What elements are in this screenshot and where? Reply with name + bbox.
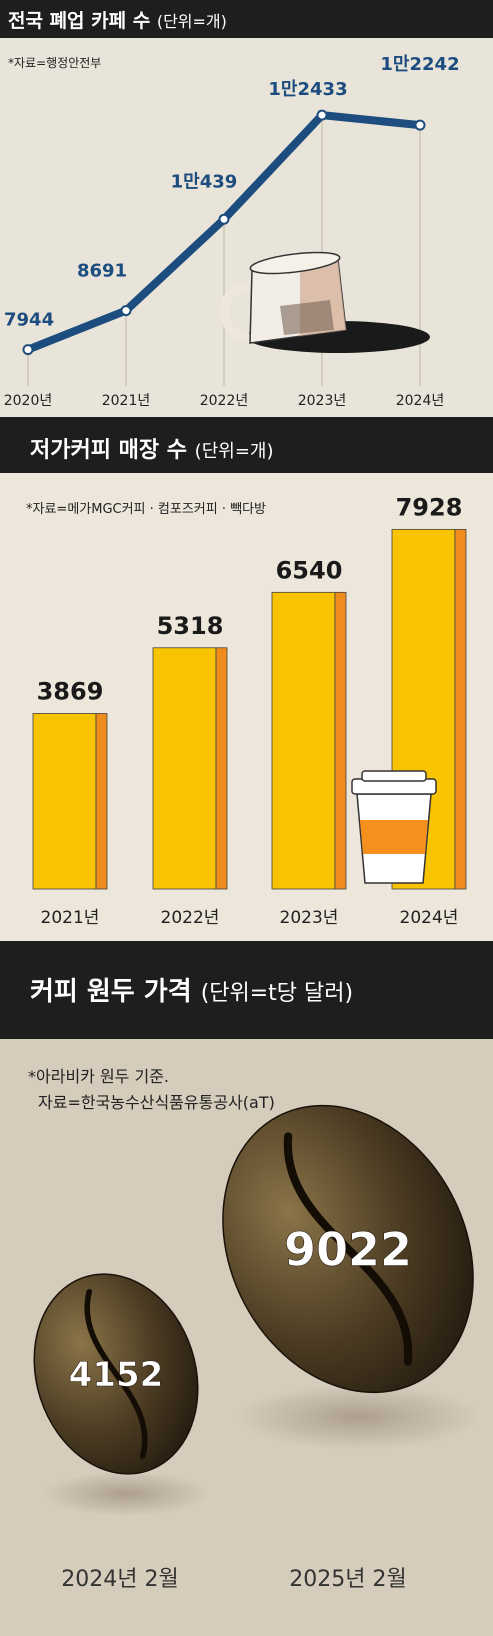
bar-label-0: 3869 xyxy=(37,677,104,705)
bean-chart-source-2: 자료=한국농수산식품유통공사(aT) xyxy=(38,1093,275,1112)
x-tick-1: 2021년 xyxy=(102,393,151,409)
bar-edge-2 xyxy=(334,591,347,890)
x-tick-3: 2023년 xyxy=(298,393,347,409)
bar-chart-unit: (단위=개) xyxy=(194,441,274,462)
bean-shadow-1 xyxy=(235,1384,481,1450)
line-chart-source: *자료=행정안전부 xyxy=(8,56,102,70)
data-label-0: 7944 xyxy=(4,310,54,331)
bean-chart-source-1: *아라비카 원두 기준. xyxy=(28,1067,170,1086)
bar-0 xyxy=(32,713,97,890)
spill-drop xyxy=(401,329,419,337)
bar-label-1: 5318 xyxy=(157,612,224,640)
bar-x-tick-3: 2024년 xyxy=(400,908,459,928)
bar-chart-header: 저가커피 매장 수 (단위=개) xyxy=(0,417,493,473)
cup-illustration xyxy=(219,251,430,353)
coffee-bean-0 xyxy=(33,1273,199,1475)
bar-chart-source: *자료=메가MGC커피 · 컴포즈커피 · 빽다방 xyxy=(26,502,266,517)
bean-chart-unit: (단위=t당 달러) xyxy=(200,981,354,1006)
bar-chart-panel: *자료=메가MGC커피 · 컴포즈커피 · 빽다방 3869 5318 6540 79… xyxy=(0,473,493,941)
bean-x-label-0: 2024년 2월 xyxy=(61,1567,178,1592)
line-chart-unit: (단위=개) xyxy=(156,12,227,31)
bean-chart-header: 커피 원두 가격 (단위=t당 달러) xyxy=(0,941,493,1039)
data-label-3: 1만2433 xyxy=(268,79,347,100)
data-label-4: 1만2242 xyxy=(380,54,459,75)
data-label-2: 1만439 xyxy=(171,171,238,192)
bean-value-1: 9022 xyxy=(284,1223,412,1277)
data-label-1: 8691 xyxy=(77,261,127,282)
bean-shadow-0 xyxy=(42,1471,210,1517)
cup-rim xyxy=(249,251,341,275)
bean-value-0: 4152 xyxy=(69,1355,164,1395)
x-tick-0: 2020년 xyxy=(4,393,53,409)
data-point-3 xyxy=(316,109,328,121)
bar-x-tick-1: 2022년 xyxy=(161,908,220,928)
line-chart-title: 전국 폐업 카페 수 xyxy=(8,10,151,32)
bean-chart-title: 커피 원두 가격 xyxy=(30,977,192,1007)
coffee-bean-1 xyxy=(222,1104,474,1394)
bean-chart-panel: *아라비카 원두 기준. 자료=한국농수산식품유통공사(aT) 4152 9022… xyxy=(0,1039,493,1636)
data-point-1 xyxy=(120,305,132,317)
bean-x-label-1: 2025년 2월 xyxy=(289,1567,406,1592)
cup-inner xyxy=(280,300,334,335)
data-point-2 xyxy=(218,213,230,225)
bean-chart: 4152 9022 2024년 2월 2025년 2월 xyxy=(33,1104,481,1592)
x-tick-4: 2024년 xyxy=(396,393,445,409)
bar-x-tick-0: 2021년 xyxy=(41,908,100,928)
bar-label-3: 7928 xyxy=(396,493,463,521)
bar-x-tick-2: 2023년 xyxy=(280,908,339,928)
bar-edge-0 xyxy=(95,713,108,890)
coffee-cup-illustration xyxy=(351,770,437,884)
takeaway-cup-sleeve xyxy=(360,820,428,854)
bar-edge-1 xyxy=(215,647,228,890)
line-chart-header: 전국 폐업 카페 수 (단위=개) xyxy=(0,0,493,38)
x-tick-2: 2022년 xyxy=(200,393,249,409)
bean-crease-1 xyxy=(283,1132,413,1366)
cup-handle xyxy=(219,283,253,343)
line-chart-panel: *자료=행정안전부 7944 8691 1만439 1만2433 1만2242 2020… xyxy=(0,38,493,417)
bar-2 xyxy=(271,591,336,890)
bean-crease-0 xyxy=(84,1288,148,1460)
takeaway-cup-top xyxy=(361,770,427,782)
data-point-0 xyxy=(22,344,34,356)
data-point-4 xyxy=(414,119,426,131)
bar-1 xyxy=(152,647,217,890)
bar-edge-3 xyxy=(454,528,467,890)
bar-chart: 3869 5318 6540 7928 2021년 2022년 2023년 2024년 xyxy=(32,493,467,928)
bar-chart-title: 저가커피 매장 수 xyxy=(30,438,187,463)
bar-label-2: 6540 xyxy=(276,556,343,584)
line-chart: 7944 8691 1만439 1만2433 1만2242 2020년 2021년 2022… xyxy=(4,54,460,409)
